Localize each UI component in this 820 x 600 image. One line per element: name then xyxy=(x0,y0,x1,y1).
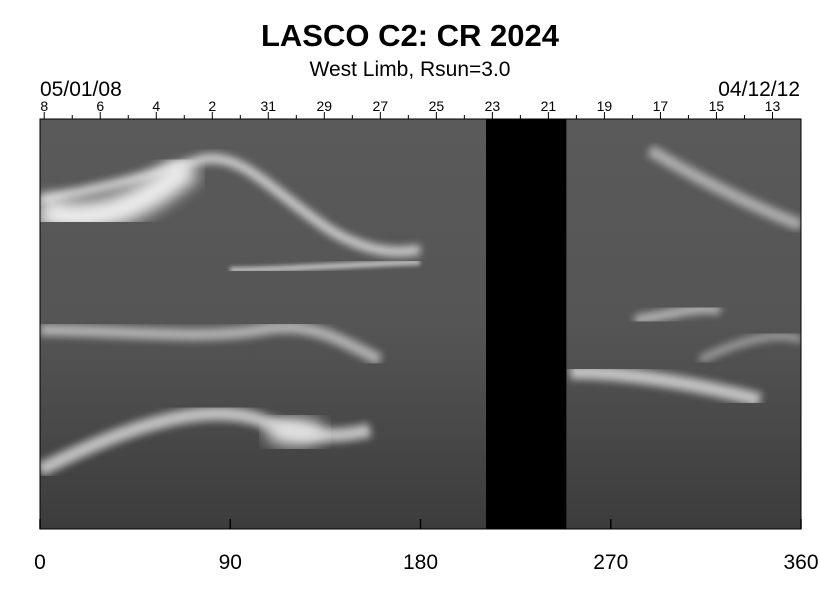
x-tick-label: 90 xyxy=(219,551,242,574)
day-tick-label: 15 xyxy=(709,98,725,114)
day-tick-label: 19 xyxy=(597,98,613,114)
bottom-x-axis: 0 90 180 270 360 xyxy=(34,519,819,574)
day-tick-label: 4 xyxy=(152,98,160,114)
day-tick-label: 27 xyxy=(373,98,389,114)
end-date-label: 04/12/12 xyxy=(718,78,800,101)
day-tick-label: 13 xyxy=(765,98,781,114)
x-tick-label: 270 xyxy=(593,551,628,574)
x-tick-label: 180 xyxy=(403,551,438,574)
day-tick-label: 17 xyxy=(653,98,669,114)
day-tick-label: 23 xyxy=(485,98,501,114)
day-tick-label: 6 xyxy=(96,98,104,114)
day-tick-label: 21 xyxy=(541,98,557,114)
start-date-label: 05/01/08 xyxy=(40,78,122,101)
chart-title: LASCO C2: CR 2024 xyxy=(260,18,560,53)
coronal-streamers xyxy=(40,144,801,477)
x-tick-label: 0 xyxy=(34,551,46,574)
day-tick-label: 2 xyxy=(208,98,216,114)
x-tick-label: 360 xyxy=(783,551,818,574)
day-tick-label: 31 xyxy=(261,98,277,114)
chart-subtitle: West Limb, Rsun=3.0 xyxy=(309,58,511,81)
top-day-axis: 8 6 4 2 31 29 27 25 23 21 19 17 15 13 xyxy=(40,98,780,119)
day-tick-label: 8 xyxy=(40,98,48,114)
plot-area xyxy=(40,119,801,529)
day-tick-label: 25 xyxy=(429,98,445,114)
data-gap-band xyxy=(486,119,567,529)
day-tick-label: 29 xyxy=(317,98,333,114)
